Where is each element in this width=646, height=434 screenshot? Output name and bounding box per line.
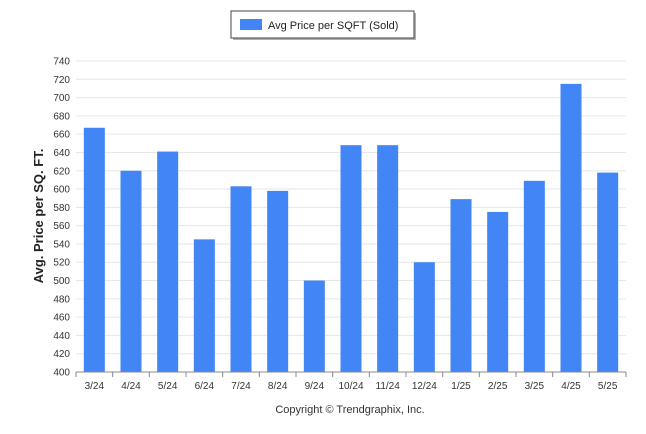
- x-tick-label: 4/25: [561, 381, 581, 392]
- y-tick-label: 660: [53, 130, 70, 141]
- y-tick-label: 700: [53, 93, 70, 104]
- legend-label: Avg Price per SQFT (Sold): [268, 20, 398, 32]
- bar-8-24: [267, 190, 289, 372]
- bar-5-24: [157, 151, 179, 372]
- x-tick-label: 5/24: [158, 381, 178, 392]
- y-tick-label: 440: [53, 331, 70, 342]
- x-tick-label: 11/24: [376, 381, 401, 392]
- bar-10-24: [340, 145, 362, 372]
- x-tick-label: 1/25: [451, 381, 471, 392]
- bar-1-25: [450, 199, 472, 372]
- bar-7-24: [230, 186, 252, 372]
- copyright-text: Copyright © Trendgraphix, Inc.: [275, 404, 424, 416]
- legend: Avg Price per SQFT (Sold): [230, 10, 416, 40]
- bar-11-24: [377, 145, 399, 372]
- legend-swatch: [240, 19, 262, 30]
- x-tick-label: 3/24: [85, 381, 105, 392]
- bar-4-24: [120, 170, 142, 372]
- bar-5-25: [597, 172, 619, 372]
- bar-12-24: [413, 262, 435, 372]
- y-tick-label: 640: [53, 148, 70, 159]
- y-tick-label: 540: [53, 239, 70, 250]
- y-tick-label: 680: [53, 111, 70, 122]
- x-tick-label: 5/25: [598, 381, 618, 392]
- y-tick-label: 720: [53, 75, 70, 86]
- y-axis-title: Avg. Price per SQ. FT.: [31, 149, 46, 284]
- x-tick-label: 12/24: [412, 381, 437, 392]
- bar-4-25: [560, 83, 582, 372]
- y-tick-label: 620: [53, 166, 70, 177]
- bar-3-24: [83, 127, 105, 372]
- x-tick-label: 9/24: [305, 381, 325, 392]
- bar-2-25: [487, 211, 509, 372]
- y-tick-label: 740: [53, 57, 70, 68]
- bar-6-24: [193, 239, 215, 372]
- x-tick-label: 2/25: [488, 381, 508, 392]
- bar-9-24: [303, 280, 325, 372]
- y-tick-label: 560: [53, 221, 70, 232]
- x-tick-label: 10/24: [338, 381, 363, 392]
- y-tick-label: 600: [53, 185, 70, 196]
- x-tick-label: 4/24: [121, 381, 141, 392]
- bar-3-25: [523, 180, 545, 372]
- bars: [83, 83, 619, 372]
- x-tick-label: 7/24: [231, 381, 251, 392]
- y-tick-label: 460: [53, 313, 70, 324]
- x-tick-label: 8/24: [268, 381, 288, 392]
- y-tick-label: 580: [53, 203, 70, 214]
- y-tick-label: 480: [53, 294, 70, 305]
- x-tick-label: 6/24: [195, 381, 215, 392]
- x-tick-label: 3/25: [525, 381, 545, 392]
- y-tick-label: 400: [53, 368, 70, 379]
- x-axis-ticks: 3/24 4/24 5/24 6/24 7/24 8/24 9/24 10/24 11/24 12…: [75, 372, 627, 392]
- y-axis-ticks: 400 420 440 460 480 500 520 540 560 580 600 620 640 6…: [53, 57, 70, 379]
- y-tick-label: 420: [53, 349, 70, 360]
- y-tick-label: 520: [53, 258, 70, 269]
- y-tick-label: 500: [53, 276, 70, 287]
